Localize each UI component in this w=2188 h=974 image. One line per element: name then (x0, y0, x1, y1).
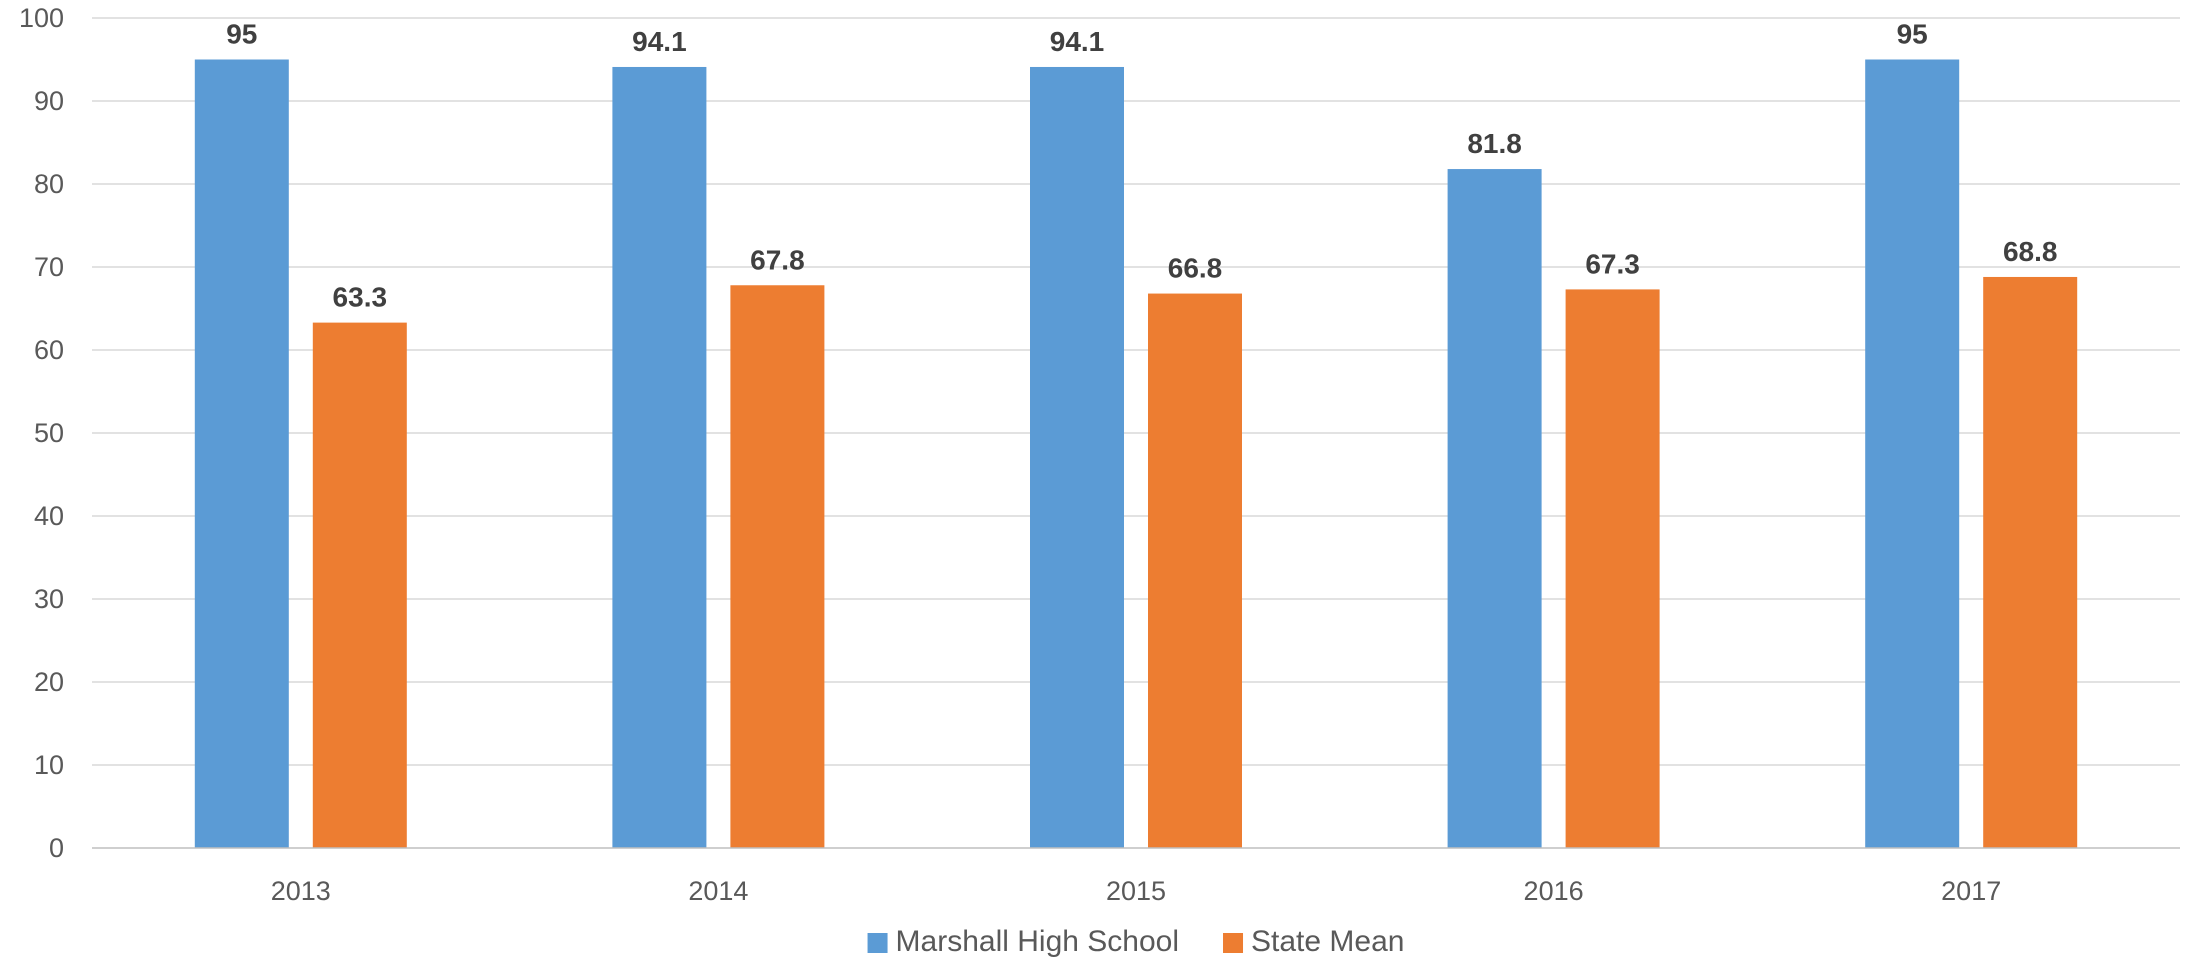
y-tick-label: 10 (34, 750, 64, 780)
y-tick-label: 90 (34, 86, 64, 116)
bar (312, 322, 407, 848)
y-tick-label: 40 (34, 501, 64, 531)
y-axis: 0 10 20 30 40 50 60 70 80 90 100 (19, 3, 64, 863)
bar (1565, 289, 1660, 848)
legend-item: Marshall High School (867, 925, 1179, 958)
data-label: 94.1 (632, 26, 687, 57)
x-tick-label: 2015 (1106, 876, 1166, 906)
bar (1865, 59, 1960, 848)
data-label: 66.8 (1168, 253, 1223, 284)
y-tick-label: 0 (49, 833, 64, 863)
bar (194, 59, 289, 848)
legend-item: State Mean (1223, 925, 1404, 958)
bar (1148, 293, 1242, 848)
data-label: 95 (226, 19, 257, 50)
data-label: 94.1 (1050, 26, 1105, 57)
data-label: 68.8 (2003, 236, 2058, 267)
x-tick-label: 2013 (271, 876, 331, 906)
legend-swatch (1223, 933, 1244, 953)
legend-swatch (867, 933, 888, 953)
x-tick-label: 2017 (1941, 876, 2001, 906)
x-tick-label: 2016 (1524, 876, 1584, 906)
data-label: 81.8 (1467, 128, 1522, 159)
y-tick-label: 50 (34, 418, 64, 448)
bar (1030, 66, 1124, 849)
data-label: 67.3 (1585, 248, 1640, 279)
y-tick-label: 60 (34, 335, 64, 365)
y-tick-label: 30 (34, 584, 64, 614)
data-labels: 95 63.3 94.1 67.8 94.1 66.8 81.8 67.3 95 68.8 (226, 19, 2057, 313)
data-label: 67.8 (750, 244, 805, 275)
bars (194, 59, 2078, 849)
bar (1983, 276, 2078, 849)
y-tick-label: 70 (34, 252, 64, 282)
legend-label: Marshall High School (896, 925, 1179, 958)
bar (1447, 169, 1542, 848)
bar (612, 66, 707, 849)
y-tick-label: 20 (34, 667, 64, 697)
y-tick-label: 100 (19, 3, 64, 33)
data-label: 95 (1897, 19, 1928, 50)
legend-label: State Mean (1251, 925, 1404, 958)
y-tick-label: 80 (34, 169, 64, 199)
bar (730, 285, 825, 848)
x-axis: 2013 2014 2015 2016 2017 (92, 847, 2180, 906)
gridlines (92, 17, 2180, 766)
legend: Marshall High School State Mean (867, 925, 1404, 958)
data-label: 63.3 (333, 282, 388, 313)
x-tick-label: 2014 (688, 876, 748, 906)
